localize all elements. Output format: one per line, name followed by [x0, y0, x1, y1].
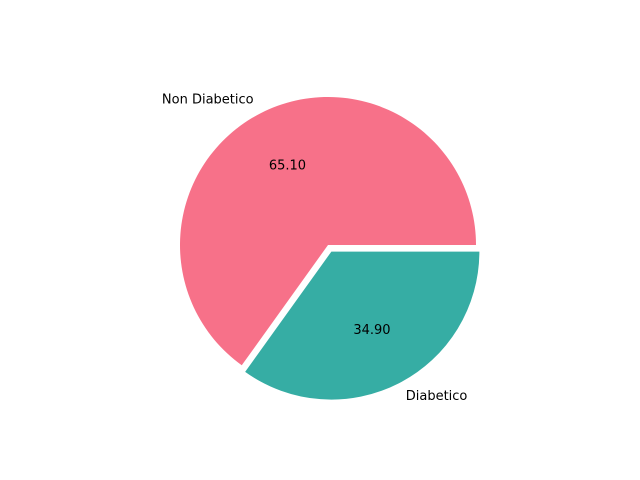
slice-category-label: Diabetico	[406, 389, 468, 404]
pie-slice-diabetico	[245, 251, 480, 400]
pie-slices	[180, 97, 480, 400]
slice-percent-label: 65.10	[269, 159, 306, 174]
slice-percent-label: 34.90	[353, 323, 390, 338]
pie-labels: Non Diabetico 65.10 Diabetico 34.90	[162, 93, 468, 404]
pie-slice-non-diabetico	[180, 97, 477, 366]
slice-category-label: Non Diabetico	[162, 93, 254, 108]
